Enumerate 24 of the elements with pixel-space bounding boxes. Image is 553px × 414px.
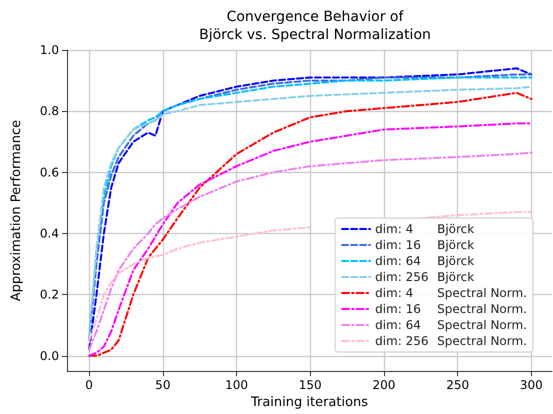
text: dim: 64 Björck: [375, 254, 474, 268]
x-tick-label: 250: [446, 378, 470, 392]
x-axis-title: Training iterations: [250, 395, 368, 410]
chart-title: Convergence Behavior of Björck vs. Spectral Normalization: [199, 9, 431, 43]
y-tick-label: 0.2: [40, 288, 59, 302]
y-tick-label: 0.6: [40, 165, 59, 180]
x-tick-label: 300: [520, 378, 543, 392]
legend-label: dim: 256 Spectral Norm.: [375, 334, 528, 348]
x-tick-label: 100: [225, 378, 248, 392]
y-axis-title: Approximation Performance: [9, 120, 24, 302]
y-tick-label: 1.0: [40, 43, 59, 57]
text: dim: 16 Björck: [375, 238, 474, 252]
text: dim: 64 Spectral Norm.: [375, 318, 528, 332]
x-tick-label: 150: [298, 378, 322, 392]
x-tick-label: 0: [85, 378, 93, 392]
y-tick-label: 0.8: [40, 104, 59, 118]
text: dim: 4 Björck: [375, 222, 474, 236]
y-tick-label: 0.0: [40, 348, 59, 363]
y-tick-label: 0.4: [40, 226, 59, 240]
text: dim: 16 Spectral Norm.: [375, 302, 528, 316]
text: dim: 4 Spectral Norm.: [375, 286, 528, 300]
x-tick-label: 200: [372, 378, 396, 392]
legend-label: dim: 256 Björck: [375, 270, 474, 284]
x-tick-label: 50: [155, 378, 170, 392]
